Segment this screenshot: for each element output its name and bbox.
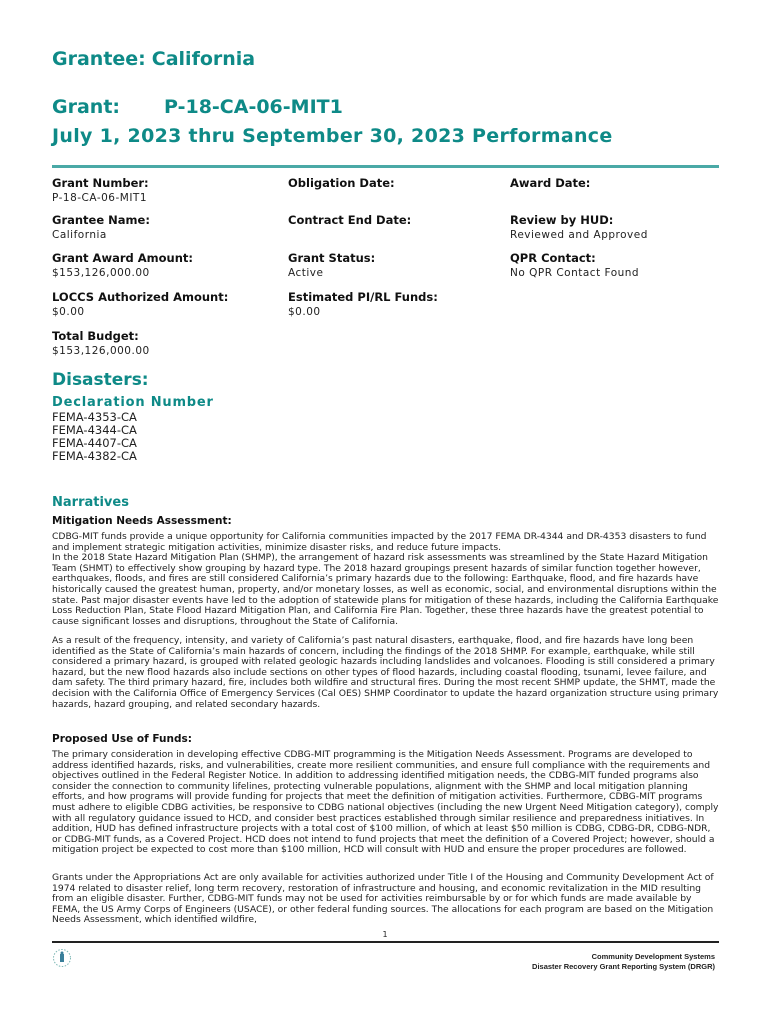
review-by-hud-label: Review by HUD: [510,213,614,227]
grant-number-label: Grant Number: [52,176,149,190]
mitigation-paragraph: As a result of the frequency, intensity,… [52,635,719,710]
obligation-date-label: Obligation Date: [288,176,395,190]
grant-title: Grant: P-18-CA-06-MIT1 [52,96,343,118]
disaster-item: FEMA-4382-CA [52,449,137,463]
qpr-contact-label: QPR Contact: [510,251,596,265]
grant-number-value: P-18-CA-06-MIT1 [52,192,148,204]
estimated-pirl-funds-value: $0.00 [288,306,321,318]
grantee-value: California [151,48,256,70]
grant-award-amount-value: $153,126,000.00 [52,267,150,279]
hud-seal-icon [52,948,72,968]
total-budget-label: Total Budget: [52,329,139,343]
disaster-item: FEMA-4344-CA [52,423,137,437]
qpr-contact-value: No QPR Contact Found [510,267,640,279]
mitigation-needs-heading: Mitigation Needs Assessment: [52,515,232,527]
performance-period: July 1, 2023 thru September 30, 2023 Per… [52,125,613,147]
disaster-item: FEMA-4353-CA [52,410,137,424]
footer-divider [52,941,719,943]
mitigation-paragraph: CDBG-MIT funds provide a unique opportun… [52,531,707,553]
grant-label: Grant: [52,96,120,118]
funds-paragraph: Grants under the Appropriations Act are … [52,872,714,926]
proposed-use-heading: Proposed Use of Funds: [52,733,192,745]
grantee-label: Grantee: [52,48,146,70]
grantee-title: Grantee: California [52,48,255,70]
grant-status-label: Grant Status: [288,251,376,265]
estimated-pirl-funds-label: Estimated PI/RL Funds: [288,290,438,304]
grant-status-value: Active [288,267,324,279]
footer-text: Community Development Systems Disaster R… [532,952,715,971]
grant-award-amount-label: Grant Award Amount: [52,251,194,265]
contract-end-date-label: Contract End Date: [288,213,412,227]
page-number: 1 [382,930,388,939]
narratives-heading: Narratives [52,495,129,510]
grantee-name-value: California [52,229,107,241]
total-budget-value: $153,126,000.00 [52,345,150,357]
header-divider [52,165,719,168]
disaster-list: FEMA-4353-CA FEMA-4344-CA FEMA-4407-CA F… [52,411,137,463]
award-date-label: Award Date: [510,176,591,190]
grantee-name-label: Grantee Name: [52,213,150,227]
mitigation-needs-text: CDBG-MIT funds provide a unique opportun… [52,531,722,627]
declaration-number-header: Declaration Number [52,395,214,410]
grant-value: P-18-CA-06-MIT1 [164,96,343,118]
footer-line-1: Community Development Systems [591,952,715,961]
footer-line-2: Disaster Recovery Grant Reporting System… [532,961,715,971]
loccs-authorized-amount-value: $0.00 [52,306,85,318]
mitigation-paragraph: In the 2018 State Hazard Mitigation Plan… [52,552,719,627]
review-by-hud-value: Reviewed and Approved [510,229,648,241]
disaster-item: FEMA-4407-CA [52,436,137,450]
disasters-heading: Disasters: [52,370,149,390]
funds-paragraph: The primary consideration in developing … [52,749,719,856]
loccs-authorized-amount-label: LOCCS Authorized Amount: [52,290,229,304]
